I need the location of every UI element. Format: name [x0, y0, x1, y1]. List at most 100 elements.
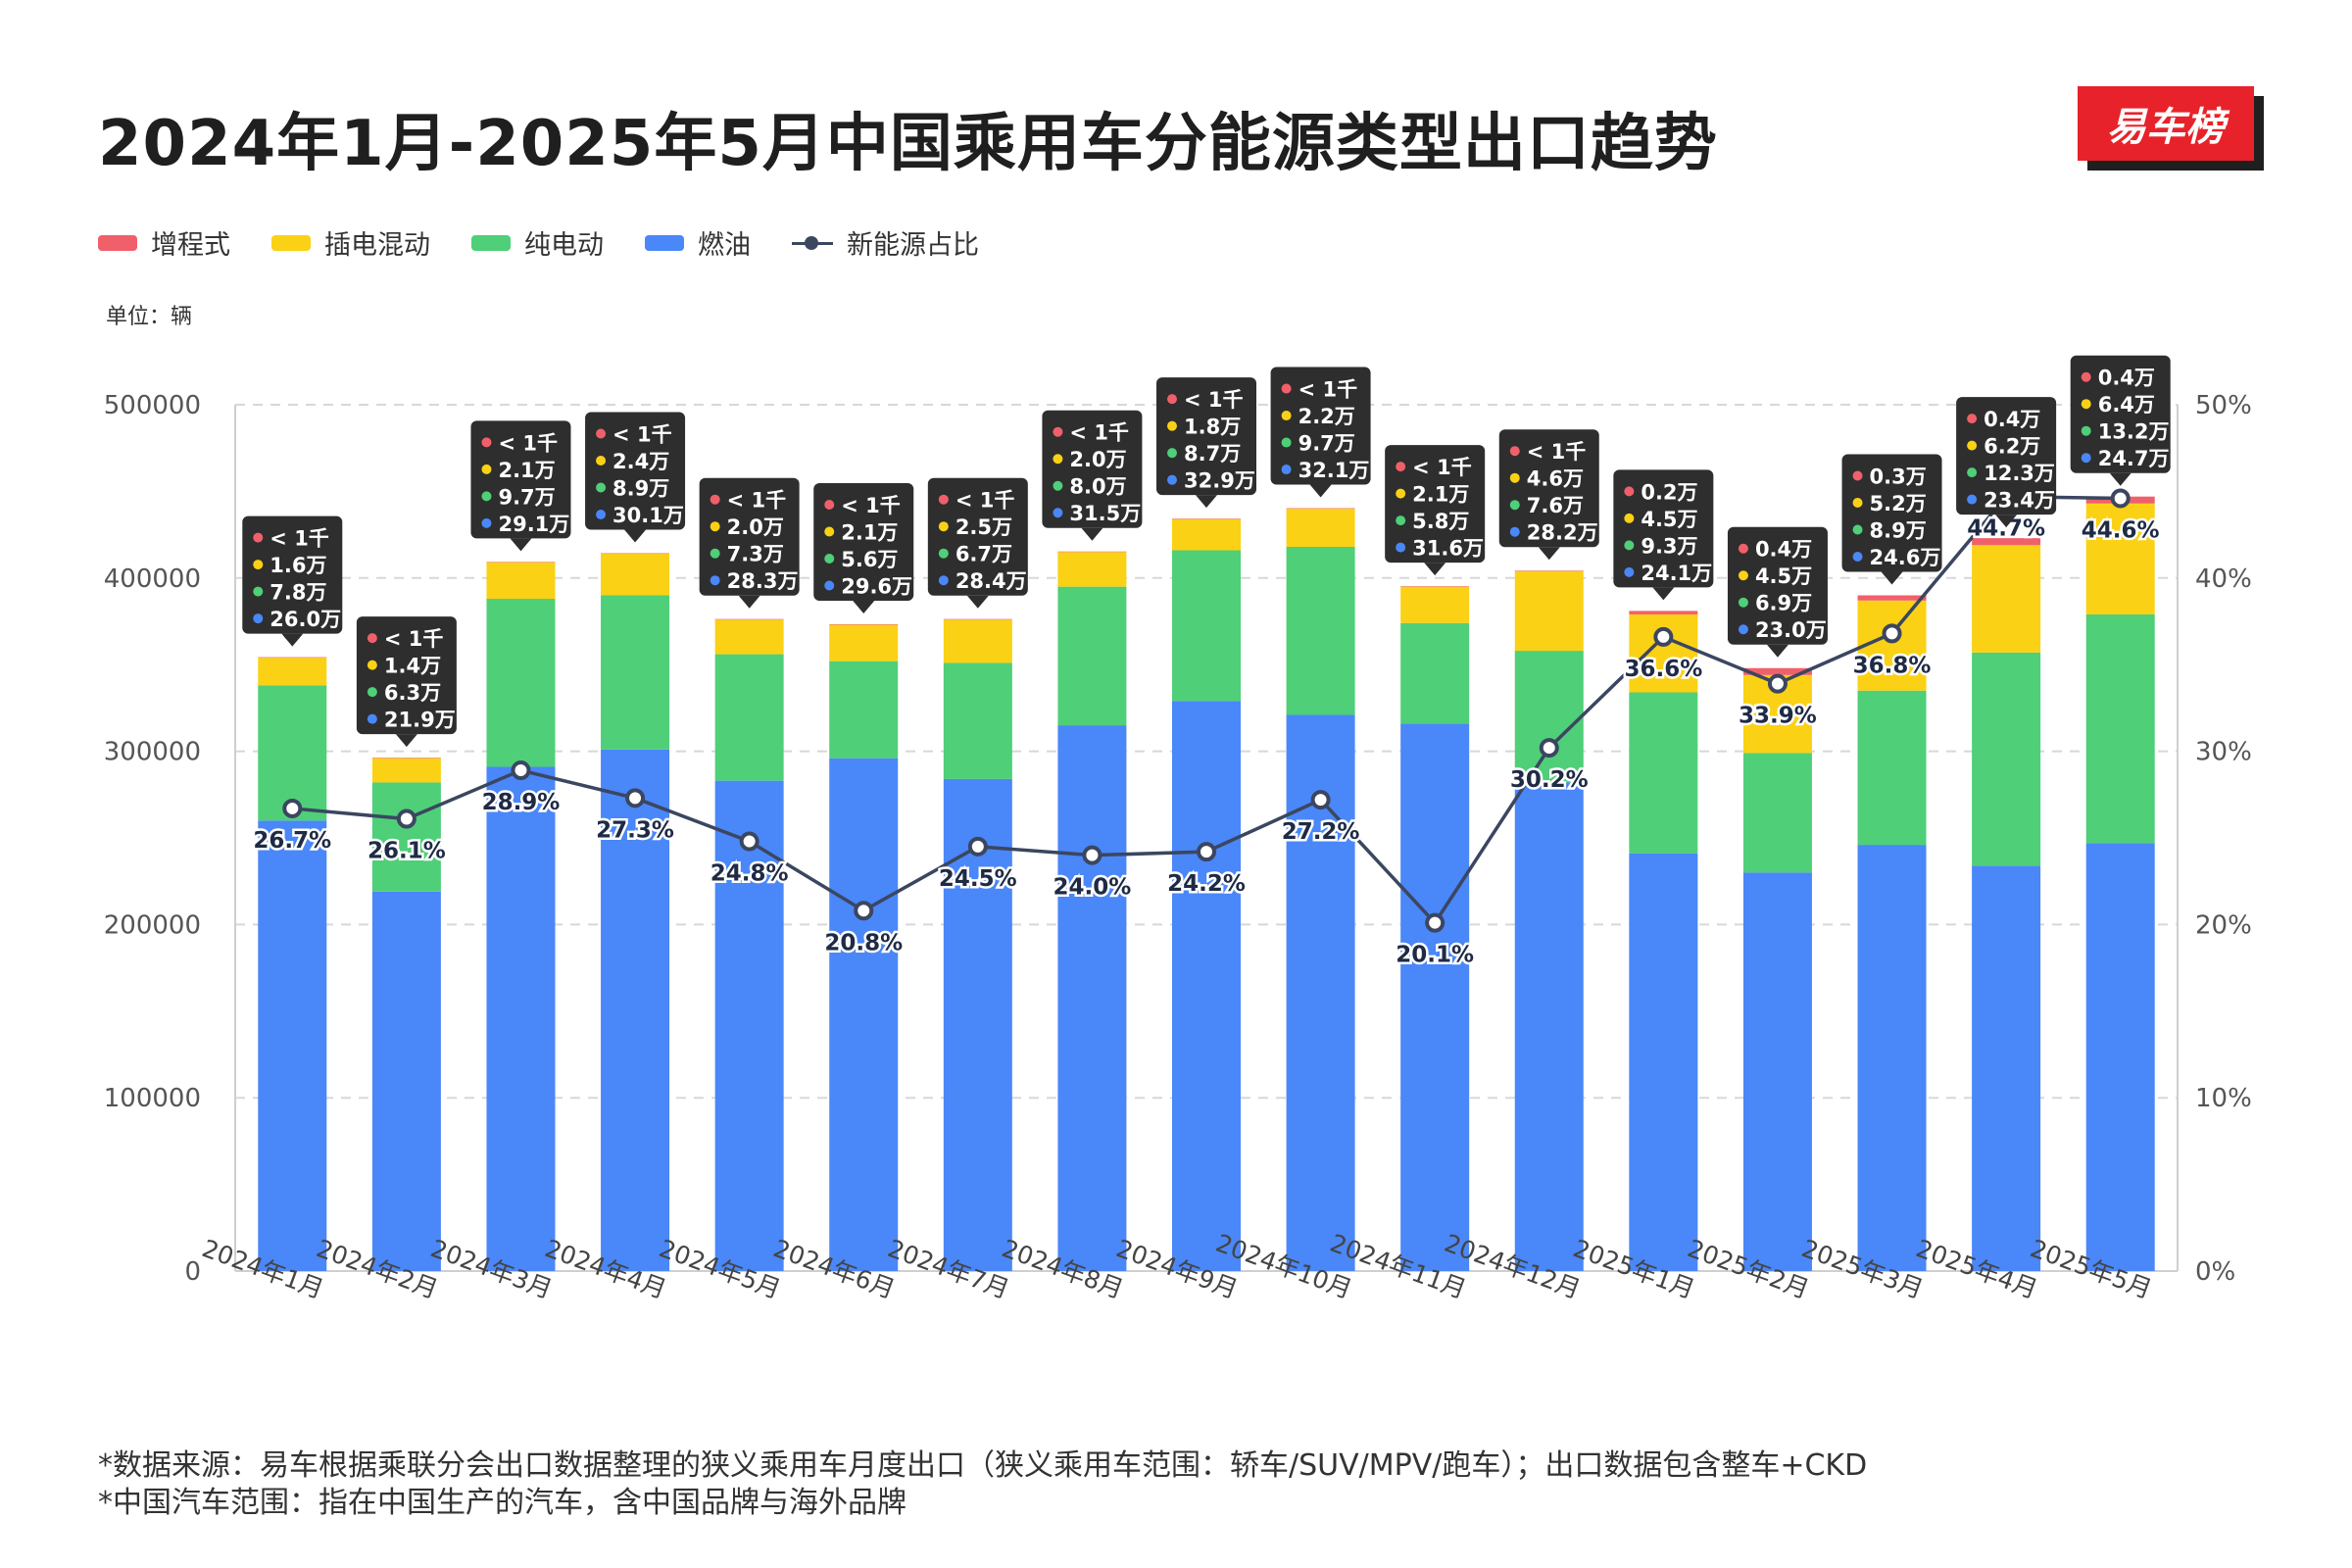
tooltip-dot: [253, 613, 264, 624]
tooltip-dot: [596, 482, 607, 493]
tooltip-dot: [596, 456, 607, 466]
tooltip-value: 6.4万: [2098, 393, 2155, 416]
bar-segment-燃油: [1172, 701, 1241, 1271]
bar-segment-插电混动: [371, 758, 441, 783]
tooltip-pointer: [281, 633, 304, 647]
tooltip-value: < 1千: [956, 489, 1015, 513]
tooltip-value: 7.8万: [270, 581, 326, 605]
legend-item-phev[interactable]: 插电混动: [271, 223, 430, 262]
nev-share-label: 44.6%: [2082, 517, 2160, 543]
legend-item-ice[interactable]: 燃油: [645, 223, 751, 262]
tooltip-value: 2.5万: [956, 515, 1012, 539]
nev-share-point: [854, 901, 874, 921]
bar-segment-纯电动: [1629, 692, 1698, 854]
tooltip-dot: [1738, 624, 1748, 635]
nev-share-label: 24.2%: [1167, 871, 1246, 897]
legend-swatch-bev: [471, 234, 511, 251]
tooltip-value: 6.3万: [384, 681, 441, 705]
tooltip-pointer: [1424, 563, 1446, 576]
tooltip-pointer: [624, 529, 647, 543]
tooltip-value: 6.2万: [1984, 435, 2040, 459]
y2-tick-label: 30%: [2195, 738, 2252, 767]
nev-share-point: [282, 798, 303, 818]
nev-share-label: 27.3%: [596, 817, 674, 843]
tooltip-dot: [824, 554, 835, 564]
bar-segment-燃油: [714, 780, 784, 1271]
bar-segment-插电混动: [1057, 552, 1127, 587]
tooltip-value: 30.1万: [612, 504, 684, 527]
nev-share-label: 27.2%: [1282, 819, 1360, 845]
bar-segment-纯电动: [943, 662, 1012, 779]
bar-segment-增程式: [1400, 586, 1470, 587]
bar-segment-燃油: [1857, 845, 1927, 1271]
tooltip-dot: [938, 494, 949, 505]
tooltip-value: 5.6万: [841, 548, 898, 571]
tooltip-value: 0.4万: [1984, 408, 2040, 431]
bar-segment-纯电动: [1857, 690, 1927, 846]
tooltip-dot: [1509, 500, 1520, 511]
nev-share-label: 28.9%: [482, 790, 561, 815]
bar-segment-燃油: [371, 891, 441, 1271]
bar-segment-燃油: [1400, 723, 1470, 1271]
unit-label: 单位：辆: [106, 305, 193, 329]
tooltip-dot: [1624, 513, 1635, 523]
legend-item-nev-share[interactable]: 新能源占比: [792, 223, 979, 262]
tooltip-pointer: [1081, 527, 1103, 541]
nev-share-label: 36.6%: [1624, 657, 1702, 682]
tooltip-box: [242, 515, 343, 634]
tooltip-dot: [938, 575, 949, 586]
bar-segment-纯电动: [258, 685, 327, 821]
nev-share-label: 26.1%: [368, 839, 446, 864]
bar-segment-纯电动: [486, 599, 556, 767]
nev-share-point: [511, 760, 531, 781]
tooltip-dot: [481, 517, 492, 528]
bar-segment-增程式: [1172, 518, 1241, 519]
nev-share-point: [1882, 623, 1902, 644]
bar-tooltip: < 1千 2.1万 9.7万 29.1万: [470, 420, 571, 552]
tooltip-dot: [1738, 543, 1748, 554]
tooltip-dot: [2081, 399, 2091, 410]
nev-share-label: 20.8%: [824, 930, 903, 956]
tooltip-pointer: [966, 595, 989, 609]
nev-share-label: 24.5%: [939, 866, 1017, 892]
legend-item-erev[interactable]: 增程式: [98, 223, 230, 262]
tooltip-value: 0.2万: [1641, 480, 1697, 504]
tooltip-value: 0.3万: [1870, 465, 1927, 488]
tooltip-value: 6.7万: [956, 543, 1012, 566]
tooltip-box: [1956, 397, 2057, 515]
tooltip-value: 4.5万: [1755, 564, 1812, 588]
bar-tooltip: < 1千 2.1万 5.6万 29.6万: [813, 483, 914, 614]
tooltip-dot: [1509, 446, 1520, 457]
tooltip-value: 29.1万: [498, 513, 569, 536]
nev-share-label: 20.1%: [1396, 943, 1474, 968]
tooltip-dot: [1967, 494, 1978, 505]
tooltip-value: 12.3万: [1984, 462, 2055, 485]
tooltip-dot: [1167, 474, 1177, 485]
tooltip-box: [1270, 367, 1371, 485]
tooltip-value: 8.9万: [612, 477, 669, 501]
bar-segment-燃油: [1742, 872, 1812, 1271]
tooltip-value: < 1千: [1527, 440, 1587, 464]
bar-segment-插电混动: [1857, 600, 1927, 691]
bar-segment-插电混动: [258, 658, 327, 686]
bar-segment-增程式: [1286, 508, 1355, 510]
legend-item-bev[interactable]: 纯电动: [471, 223, 604, 262]
tooltip-dot: [1624, 540, 1635, 551]
tooltip-dot: [1167, 394, 1177, 405]
bar-tooltip: < 1千 1.4万 6.3万 21.9万: [356, 616, 457, 748]
bar-segment-增程式: [943, 618, 1012, 620]
bar-tooltip: < 1千2.0万 7.3万 28.3万: [699, 477, 800, 609]
tooltip-value: < 1千: [384, 627, 444, 651]
bar-segment-插电混动: [829, 624, 899, 662]
tooltip-dot: [1509, 472, 1520, 483]
bar-segment-插电混动: [601, 554, 670, 596]
bar-segment-插电混动: [2085, 503, 2155, 614]
tooltip-value: 6.9万: [1755, 592, 1812, 615]
bar-segment-纯电动: [1172, 550, 1241, 702]
tooltip-value: 26.0万: [270, 608, 341, 631]
tooltip-box: [927, 477, 1028, 596]
tooltip-value: < 1千: [727, 489, 787, 513]
legend-swatch-phev: [271, 234, 311, 251]
bar-segment-增程式: [1742, 667, 1812, 675]
